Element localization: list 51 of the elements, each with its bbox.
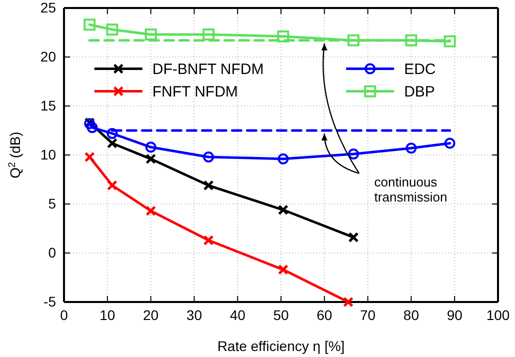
- x-tick-label: 50: [273, 306, 289, 323]
- point: [347, 34, 360, 46]
- point: [106, 128, 118, 139]
- point: [146, 206, 156, 216]
- x-tick-label: 70: [360, 306, 376, 323]
- y-tick-label: -5: [44, 293, 56, 310]
- y-tick-label: 25: [40, 0, 56, 16]
- legend-label: FNFT NFDM: [152, 83, 238, 100]
- point: [144, 28, 157, 40]
- point: [203, 235, 214, 246]
- point: [106, 180, 118, 191]
- x-tick-label: 100: [486, 306, 510, 323]
- point: [444, 35, 456, 48]
- x-tick-label: 0: [60, 306, 68, 323]
- legend-label: DF-BNFT NFDM: [152, 60, 264, 78]
- x-tick-label: 90: [446, 306, 463, 323]
- x-tick-label: 20: [143, 306, 159, 323]
- point: [444, 138, 456, 149]
- point: [106, 24, 118, 36]
- point: [278, 204, 288, 216]
- y-tick-label: 0: [48, 244, 56, 260]
- point: [106, 138, 118, 148]
- point: [146, 154, 156, 164]
- point: [405, 34, 418, 46]
- x-tick-label: 40: [230, 306, 246, 323]
- point: [203, 151, 214, 162]
- point: [202, 28, 215, 40]
- point: [84, 152, 95, 162]
- point: [406, 142, 417, 154]
- x-axis-title: Rate efficiency η [%]: [217, 338, 345, 354]
- point: [278, 264, 288, 275]
- point: [348, 148, 359, 160]
- annotation: continuous transmission: [374, 174, 448, 204]
- point: [203, 180, 214, 191]
- point: [348, 232, 359, 243]
- x-tick-label: 60: [316, 306, 332, 323]
- point: [343, 296, 354, 308]
- x-tick-label: 80: [403, 306, 420, 323]
- point: [86, 122, 98, 134]
- x-tick-label: 10: [100, 306, 116, 323]
- y-tick-label: 15: [40, 97, 56, 114]
- legend-label: DBP: [404, 83, 435, 100]
- x-tick-label: 30: [186, 306, 202, 323]
- point: [84, 18, 96, 31]
- point: [277, 30, 290, 42]
- y-tick-label: 20: [40, 48, 56, 64]
- point: [278, 153, 289, 164]
- y-tick-label: 5: [48, 195, 56, 212]
- point: [145, 142, 156, 153]
- y-tick-label: 10: [40, 146, 56, 162]
- legend-label: EDC: [404, 60, 436, 78]
